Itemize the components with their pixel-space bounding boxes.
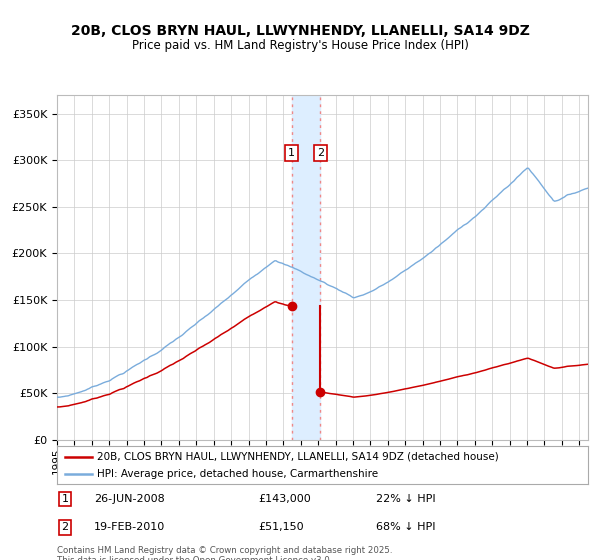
Text: £51,150: £51,150 — [259, 522, 304, 533]
Text: Contains HM Land Registry data © Crown copyright and database right 2025.
This d: Contains HM Land Registry data © Crown c… — [57, 546, 392, 560]
Bar — [292, 95, 320, 440]
Text: 2: 2 — [61, 522, 68, 533]
Text: Price paid vs. HM Land Registry's House Price Index (HPI): Price paid vs. HM Land Registry's House … — [131, 39, 469, 52]
Text: 19-FEB-2010: 19-FEB-2010 — [94, 522, 166, 533]
Text: 20B, CLOS BRYN HAUL, LLWYNHENDY, LLANELLI, SA14 9DZ: 20B, CLOS BRYN HAUL, LLWYNHENDY, LLANELL… — [71, 24, 529, 38]
Text: £143,000: £143,000 — [259, 494, 311, 504]
Text: 1: 1 — [61, 494, 68, 504]
Text: 1: 1 — [288, 148, 295, 158]
Text: 68% ↓ HPI: 68% ↓ HPI — [376, 522, 435, 533]
Text: 26-JUN-2008: 26-JUN-2008 — [94, 494, 165, 504]
Text: 22% ↓ HPI: 22% ↓ HPI — [376, 494, 435, 504]
Text: 2: 2 — [317, 148, 324, 158]
Text: HPI: Average price, detached house, Carmarthenshire: HPI: Average price, detached house, Carm… — [97, 469, 378, 479]
Text: 20B, CLOS BRYN HAUL, LLWYNHENDY, LLANELLI, SA14 9DZ (detached house): 20B, CLOS BRYN HAUL, LLWYNHENDY, LLANELL… — [97, 451, 499, 461]
